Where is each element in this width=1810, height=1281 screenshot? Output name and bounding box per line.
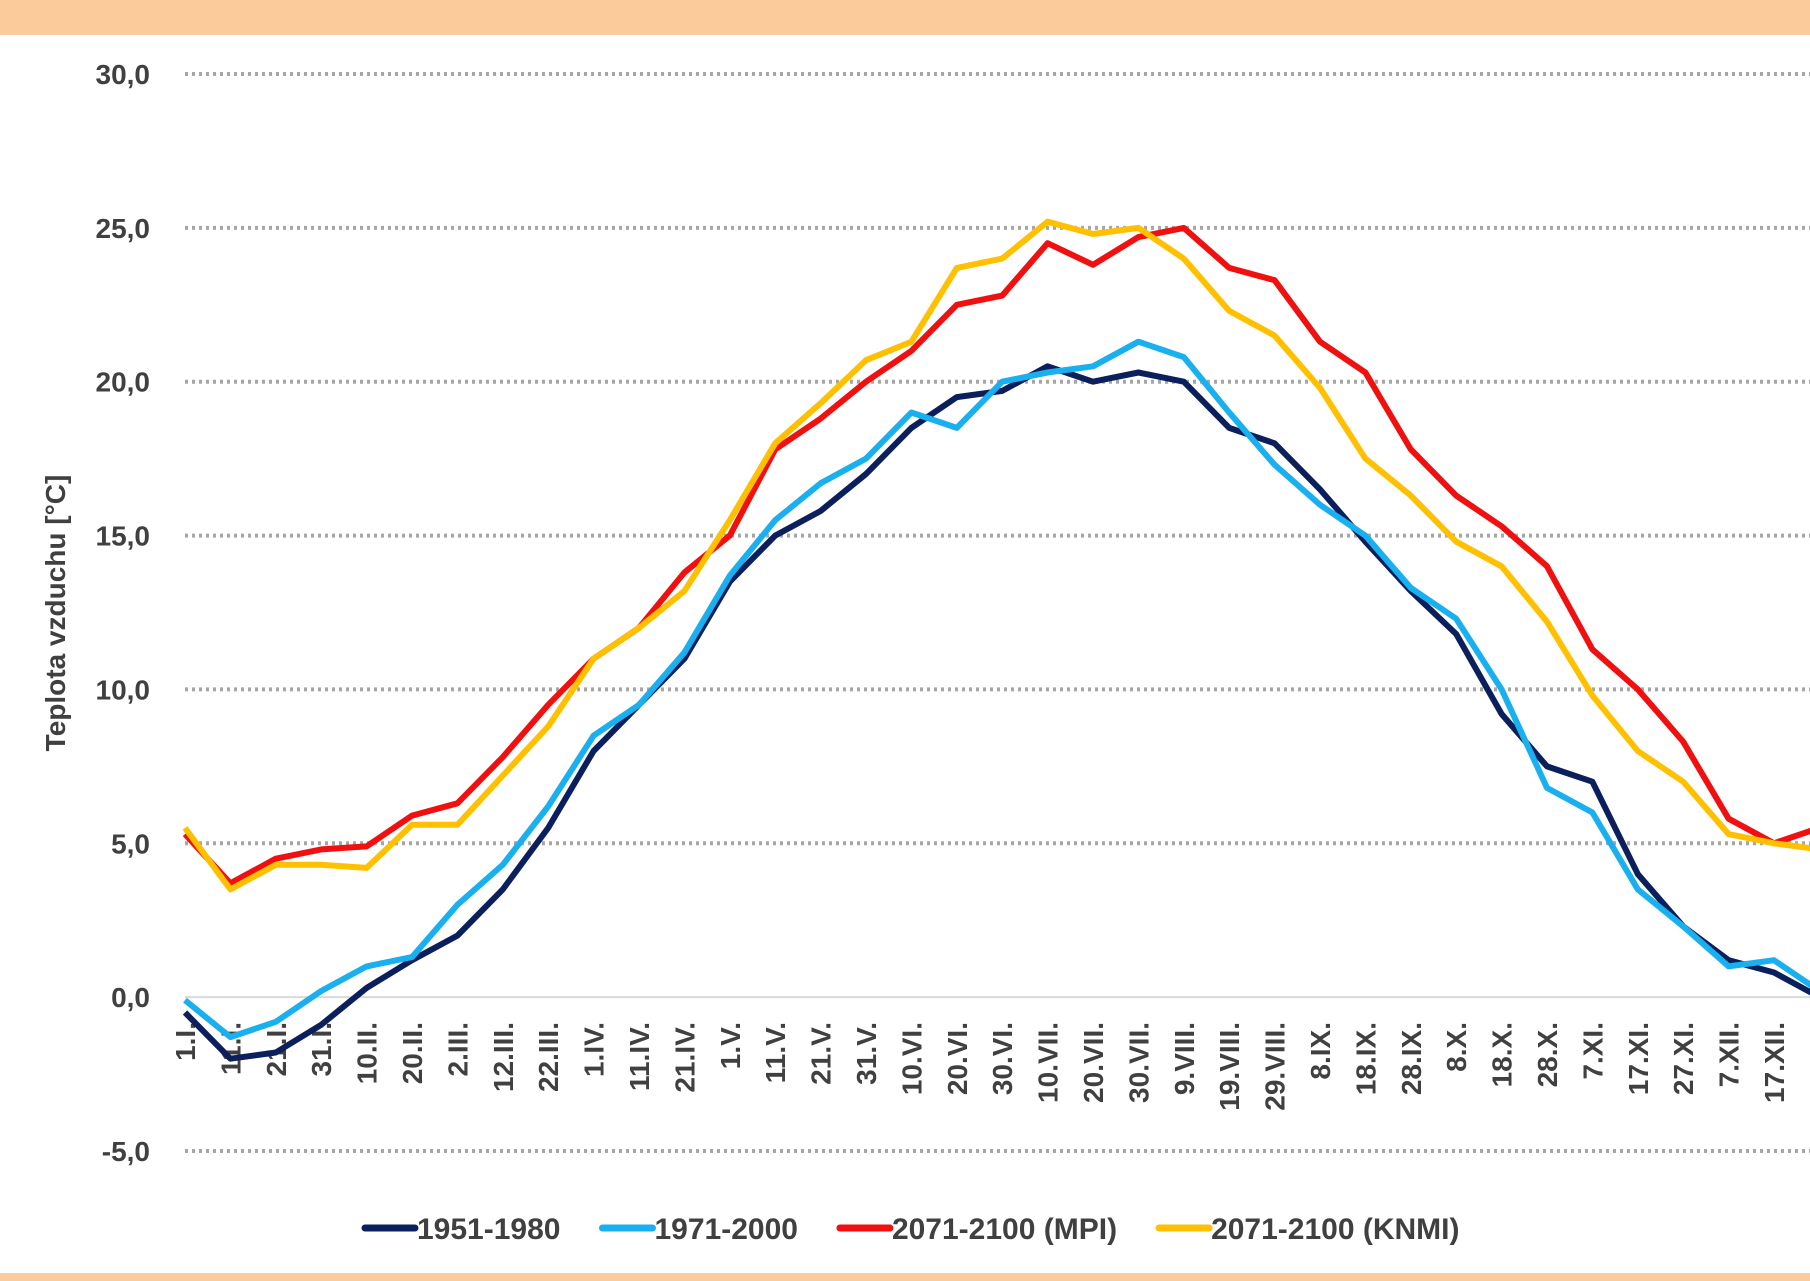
x-tick-label: 21.V. xyxy=(806,1022,837,1085)
x-tick-label: 28.X. xyxy=(1532,1022,1563,1087)
y-tick-label: -5,0 xyxy=(102,1136,150,1167)
x-tick-label: 1.IV. xyxy=(579,1022,610,1077)
x-tick-label: 20.II. xyxy=(397,1022,428,1084)
y-axis-label: Teplota vzduchu [°C] xyxy=(40,475,71,752)
y-tick-label: 30,0 xyxy=(96,59,151,90)
x-tick-label: 17.XI. xyxy=(1623,1022,1654,1095)
legend-label: 2071-2100 (MPI) xyxy=(892,1213,1117,1246)
y-tick-label: 25,0 xyxy=(96,213,151,244)
series-line xyxy=(182,224,1810,887)
x-tick-label: 12.III. xyxy=(488,1022,519,1092)
x-tick-label: 29.VIII. xyxy=(1260,1022,1291,1111)
series-line xyxy=(182,218,1810,893)
x-tick-label: 30.VI. xyxy=(987,1022,1018,1095)
chart-background xyxy=(0,35,1810,1273)
x-tick-label: 7.XI. xyxy=(1577,1022,1608,1080)
x-tick-label: 17.XII. xyxy=(1759,1022,1790,1103)
x-tick-label: 18.X. xyxy=(1487,1022,1518,1087)
x-tick-label: 28.IX. xyxy=(1396,1022,1427,1095)
x-tick-label: 30.VII. xyxy=(1123,1022,1154,1103)
plot-area: -5,00,05,010,015,020,025,030,01.I. 11.I. 2… xyxy=(96,59,1810,1167)
x-tick-label: 1.V. xyxy=(715,1022,746,1069)
x-tick-label: 8.IX. xyxy=(1305,1022,1336,1080)
series-line xyxy=(183,338,1810,1041)
x-tick-label: 18.IX. xyxy=(1350,1022,1381,1095)
series-line xyxy=(182,363,1810,1062)
x-tick-label: 9.VIII. xyxy=(1169,1022,1200,1095)
x-tick-label: 31.V. xyxy=(851,1022,882,1085)
legend-label: 1951-1980 xyxy=(417,1213,560,1246)
x-tick-label: 10.VII. xyxy=(1033,1022,1064,1103)
x-tick-label: 10.VI. xyxy=(896,1022,927,1095)
x-tick-label: 11.IV. xyxy=(624,1022,655,1091)
y-tick-label: 20,0 xyxy=(96,367,151,398)
x-tick-label: 21.IV. xyxy=(669,1022,700,1093)
x-tick-label: 19.VIII. xyxy=(1214,1022,1245,1111)
legend-label: 1971-2000 xyxy=(654,1213,797,1246)
x-tick-label: 7.XII. xyxy=(1714,1022,1745,1087)
x-tick-label: 2.III. xyxy=(442,1022,473,1076)
x-tick-label: 1.I. xyxy=(170,1022,201,1061)
x-tick-label: 8.X. xyxy=(1441,1022,1472,1072)
y-tick-label: 0,0 xyxy=(111,982,150,1013)
x-tick-label: 10.II. xyxy=(352,1022,383,1084)
x-tick-label: 22.III. xyxy=(533,1022,564,1092)
x-tick-label: 20.VI. xyxy=(942,1022,973,1095)
y-tick-label: 15,0 xyxy=(96,521,151,552)
x-tick-label: 27.XI. xyxy=(1668,1022,1699,1095)
y-tick-label: 10,0 xyxy=(96,674,151,705)
y-tick-label: 5,0 xyxy=(111,828,150,859)
x-tick-label: 27.XII. xyxy=(1804,1022,1810,1103)
legend-label: 2071-2100 (KNMI) xyxy=(1211,1213,1459,1246)
x-tick-label: 20.VII. xyxy=(1078,1022,1109,1103)
x-tick-label: 11.V. xyxy=(760,1022,791,1083)
